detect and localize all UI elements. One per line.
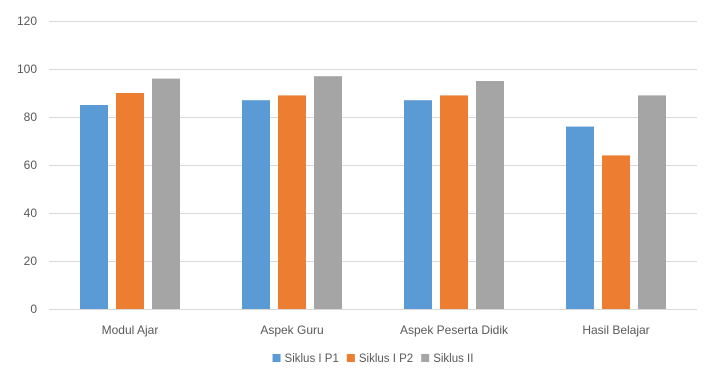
legend-swatch [421, 354, 430, 362]
y-tick-label: 20 [24, 254, 38, 268]
gridlines [49, 21, 697, 310]
x-category-label: Aspek Guru [260, 323, 323, 337]
bar [476, 81, 504, 309]
bar [278, 95, 306, 310]
bar [638, 95, 666, 310]
bar [602, 155, 630, 309]
x-category-label: Modul Ajar [102, 323, 159, 337]
y-tick-label: 0 [30, 302, 37, 316]
x-axis-category-labels: Modul Ajar Aspek Guru Aspek Peserta Didik H… [102, 323, 650, 337]
legend-swatch [346, 354, 355, 362]
y-tick-label: 60 [24, 158, 38, 172]
legend-label: Siklus I P2 [359, 353, 413, 365]
legend-label: Siklus II [433, 353, 473, 365]
bar [314, 76, 342, 309]
legend: Siklus I P1 Siklus I P2 Siklus II [272, 353, 473, 365]
bar [566, 126, 594, 309]
bar [152, 78, 180, 309]
bar [404, 100, 432, 309]
x-category-label: Aspek Peserta Didik [400, 323, 509, 337]
bars [80, 76, 666, 310]
y-tick-label: 40 [24, 206, 38, 220]
bar [80, 105, 108, 309]
bar [440, 95, 468, 310]
y-tick-label: 80 [24, 110, 38, 124]
y-tick-label: 120 [17, 14, 37, 28]
y-axis-tick-labels: 0 20 40 60 80 100 120 [17, 14, 37, 316]
x-category-label: Hasil Belajar [582, 323, 649, 337]
bar [116, 93, 144, 309]
bar [242, 100, 270, 309]
legend-swatch [272, 354, 281, 362]
legend-label: Siklus I P1 [285, 353, 339, 365]
y-tick-label: 100 [17, 62, 37, 76]
